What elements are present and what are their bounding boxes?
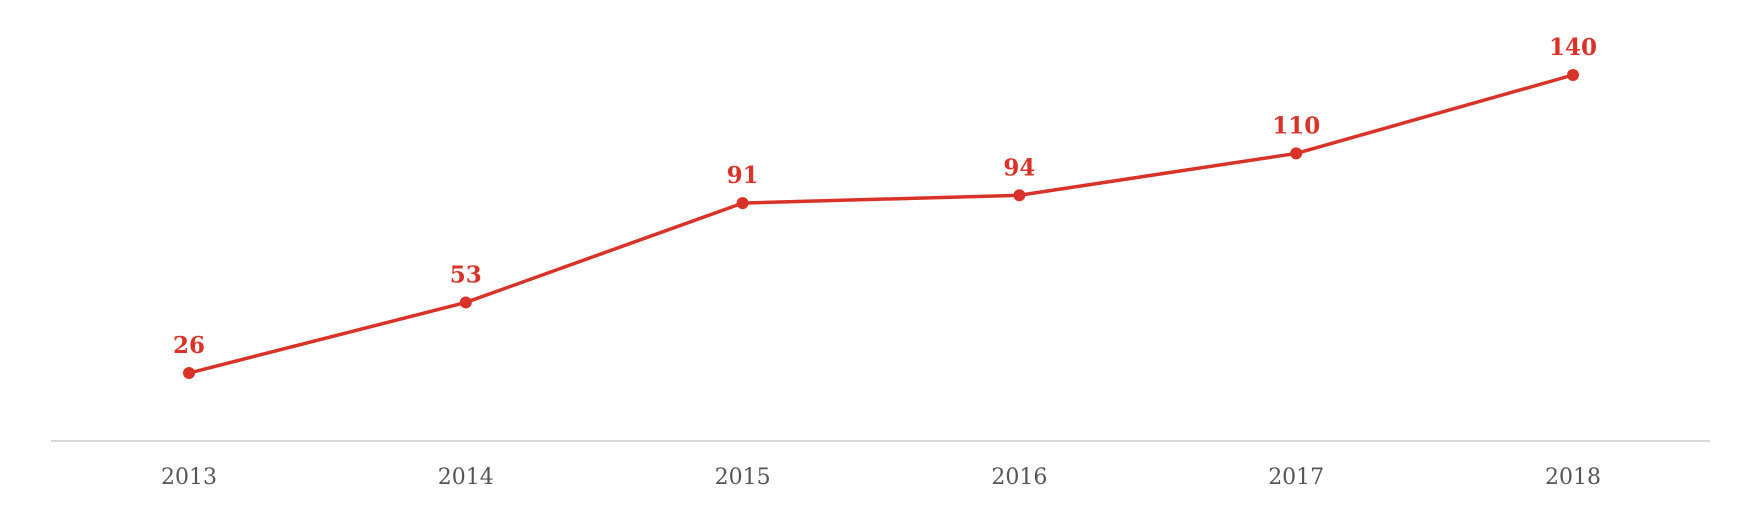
data-label: 26 [173, 332, 205, 359]
x-tick-label: 2015 [715, 465, 771, 490]
data-label: 91 [727, 162, 759, 189]
data-label: 110 [1272, 112, 1320, 139]
x-tick-label: 2018 [1545, 465, 1601, 490]
x-tick-label: 2013 [161, 465, 217, 490]
x-tick-label: 2016 [991, 465, 1047, 490]
x-tick-label: 2014 [438, 465, 494, 490]
data-label: 53 [450, 261, 482, 288]
point [183, 367, 195, 380]
data-label: 94 [1003, 154, 1035, 181]
point [1290, 147, 1303, 160]
data-label: 140 [1549, 34, 1597, 61]
point [736, 197, 749, 210]
point [459, 296, 472, 309]
line [188, 73, 1574, 375]
point [1567, 69, 1579, 81]
point [1013, 189, 1026, 202]
x-tick-label: 2017 [1268, 465, 1324, 490]
